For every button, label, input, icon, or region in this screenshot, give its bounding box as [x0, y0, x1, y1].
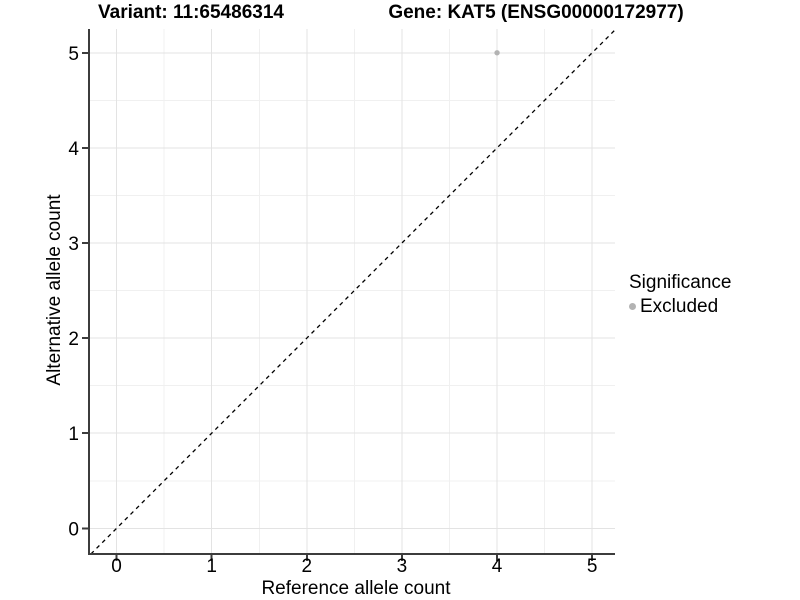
legend-entry-label: Excluded — [640, 296, 719, 317]
x-tick-label: 0 — [111, 556, 122, 577]
identity-line — [90, 29, 616, 555]
y-tick-label: 3 — [68, 234, 79, 255]
x-tick-label: 2 — [302, 556, 313, 577]
gene-title: Gene: KAT5 (ENSG00000172977) — [388, 2, 684, 23]
variant-title: Variant: 11:65486314 — [98, 2, 284, 23]
x-tick-label: 1 — [206, 556, 217, 577]
legend: Significance Excluded — [629, 272, 731, 317]
data-point — [494, 50, 500, 56]
legend-point-icon — [629, 303, 636, 310]
x-tick-label: 5 — [587, 556, 598, 577]
legend-entry-excluded: Excluded — [629, 296, 731, 317]
x-axis-title: Reference allele count — [261, 578, 451, 599]
y-axis-title: Alternative allele count — [44, 194, 65, 386]
y-tick-label: 0 — [68, 519, 79, 540]
x-tick-label: 4 — [492, 556, 503, 577]
y-tick-label: 5 — [68, 44, 79, 65]
y-tick-label: 1 — [68, 424, 79, 445]
y-tick-label: 2 — [68, 329, 79, 350]
y-tick-label: 4 — [68, 139, 79, 160]
x-tick-label: 3 — [397, 556, 408, 577]
legend-title: Significance — [629, 272, 732, 293]
